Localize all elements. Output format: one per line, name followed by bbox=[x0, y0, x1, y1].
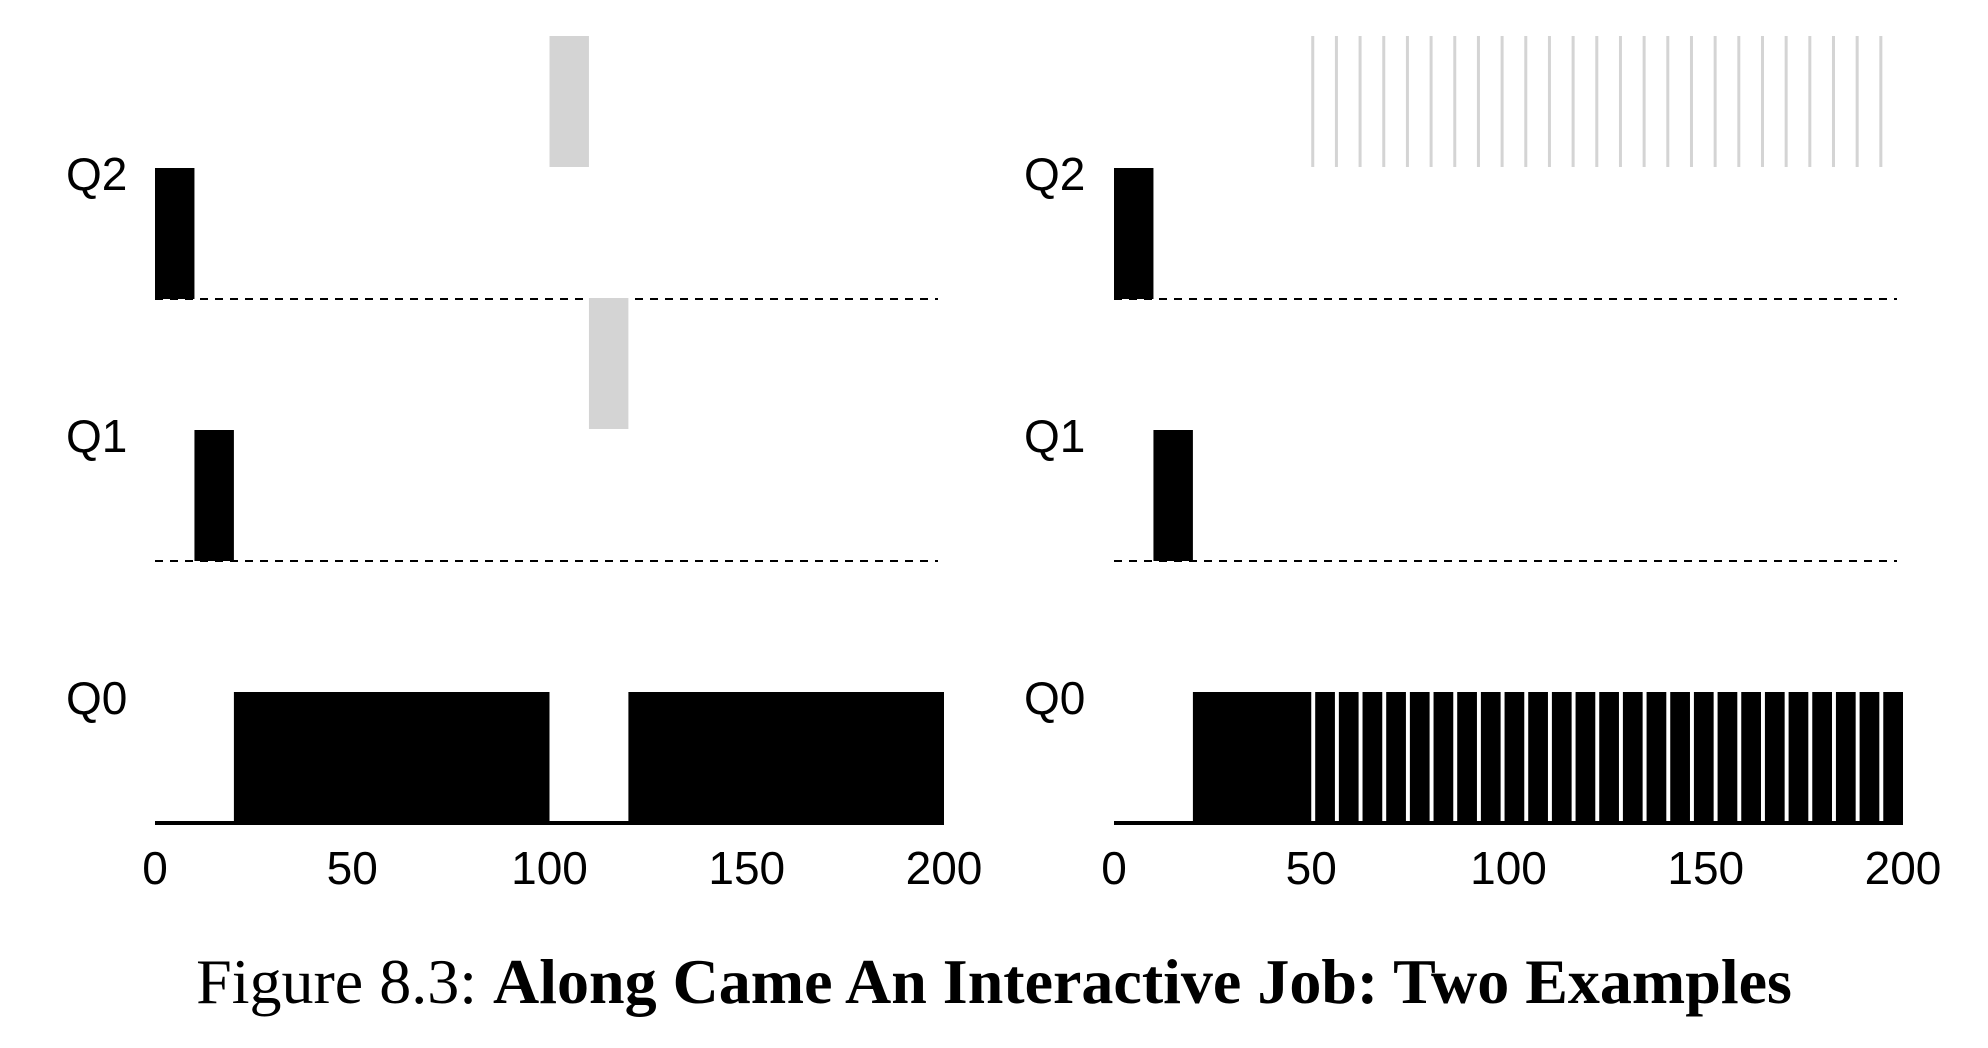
interactive-job-slice bbox=[1689, 36, 1693, 167]
interactive-job-slice bbox=[1713, 36, 1717, 167]
long-job-slice bbox=[1409, 692, 1430, 823]
x-tick-label: 150 bbox=[1667, 842, 1744, 894]
long-job-bar bbox=[1153, 430, 1193, 561]
long-job-slice bbox=[1883, 692, 1903, 823]
long-job-slice bbox=[1386, 692, 1406, 823]
interactive-job-slice bbox=[1737, 36, 1741, 167]
long-job-slice bbox=[1362, 692, 1383, 823]
long-job-slice bbox=[1764, 692, 1785, 823]
interactive-job-slice bbox=[1547, 36, 1551, 167]
x-tick-label: 100 bbox=[1470, 842, 1547, 894]
interactive-job-slice bbox=[1453, 36, 1457, 167]
queue-label-q1: Q1 bbox=[66, 410, 127, 462]
interactive-job-slice bbox=[1405, 36, 1409, 167]
long-job-bar bbox=[233, 692, 550, 823]
interactive-job-bar bbox=[588, 298, 629, 429]
interactive-job-slice bbox=[1784, 36, 1788, 167]
long-job-slice bbox=[1551, 692, 1572, 823]
x-tick-label: 50 bbox=[327, 842, 378, 894]
x-tick-label: 200 bbox=[906, 842, 983, 894]
long-job-slice bbox=[1741, 692, 1761, 823]
interactive-job-bar bbox=[549, 36, 589, 167]
interactive-job-slice bbox=[1429, 36, 1433, 167]
long-job-slice bbox=[1599, 692, 1619, 823]
chart-right: Q2 Q1 Q0 0 50 100 150 200 bbox=[1024, 36, 1941, 894]
figure-caption: Figure 8.3: Along Came An Interactive Jo… bbox=[0, 950, 1988, 1014]
x-tick-label: 150 bbox=[708, 842, 785, 894]
long-job-slice bbox=[1575, 692, 1596, 823]
interactive-job-slice bbox=[1855, 36, 1859, 167]
long-job-slice bbox=[1670, 692, 1690, 823]
queue-label-q2: Q2 bbox=[66, 148, 127, 200]
long-job-slice bbox=[1622, 692, 1643, 823]
long-job-slice bbox=[1504, 692, 1525, 823]
long-job-slice bbox=[1693, 692, 1714, 823]
interactive-job-slice bbox=[1311, 36, 1315, 167]
long-job-bar bbox=[1192, 692, 1312, 823]
interactive-job-slice bbox=[1879, 36, 1883, 167]
x-tick-label: 50 bbox=[1286, 842, 1337, 894]
interactive-job-slice bbox=[1476, 36, 1480, 167]
x-tick-label: 0 bbox=[1101, 842, 1127, 894]
interactive-job-slice bbox=[1618, 36, 1622, 167]
x-tick-label: 0 bbox=[142, 842, 168, 894]
interactive-job-slice bbox=[1571, 36, 1575, 167]
long-job-bar bbox=[155, 168, 195, 299]
long-job-slice bbox=[1528, 692, 1548, 823]
long-job-slice bbox=[1835, 692, 1856, 823]
interactive-job-slice bbox=[1334, 36, 1338, 167]
interactive-job-slice bbox=[1524, 36, 1528, 167]
queue-label-q0: Q0 bbox=[1024, 672, 1085, 724]
long-job-slice bbox=[1788, 692, 1809, 823]
interactive-job-slice bbox=[1666, 36, 1670, 167]
long-job-bar bbox=[1114, 168, 1154, 299]
interactive-job-slice bbox=[1358, 36, 1362, 167]
interactive-job-slice bbox=[1382, 36, 1386, 167]
long-job-slice bbox=[1457, 692, 1477, 823]
interactive-job-slice bbox=[1808, 36, 1812, 167]
queue-label-q1: Q1 bbox=[1024, 410, 1085, 462]
queue-label-q0: Q0 bbox=[66, 672, 127, 724]
long-job-slice bbox=[1315, 692, 1335, 823]
caption-label: Figure 8.3: bbox=[196, 946, 477, 1017]
interactive-job-slice bbox=[1831, 36, 1835, 167]
queue-label-q2: Q2 bbox=[1024, 148, 1085, 200]
long-job-bar bbox=[628, 692, 944, 823]
long-job-slice bbox=[1812, 692, 1832, 823]
caption-title: Along Came An Interactive Job: Two Examp… bbox=[492, 946, 1792, 1017]
long-job-bar bbox=[194, 430, 234, 561]
long-job-slice bbox=[1480, 692, 1501, 823]
interactive-job-slice bbox=[1500, 36, 1504, 167]
long-job-slice bbox=[1717, 692, 1738, 823]
interactive-job-slice bbox=[1760, 36, 1764, 167]
interactive-job-slice bbox=[1595, 36, 1599, 167]
long-job-slice bbox=[1433, 692, 1454, 823]
x-tick-label: 100 bbox=[511, 842, 588, 894]
long-job-slice bbox=[1646, 692, 1667, 823]
long-job-slice bbox=[1338, 692, 1359, 823]
chart-left: Q2 Q1 Q0 0 50 100 150 200 bbox=[66, 36, 982, 894]
interactive-job-slice bbox=[1642, 36, 1646, 167]
long-job-slice bbox=[1859, 692, 1880, 823]
x-tick-label: 200 bbox=[1865, 842, 1942, 894]
